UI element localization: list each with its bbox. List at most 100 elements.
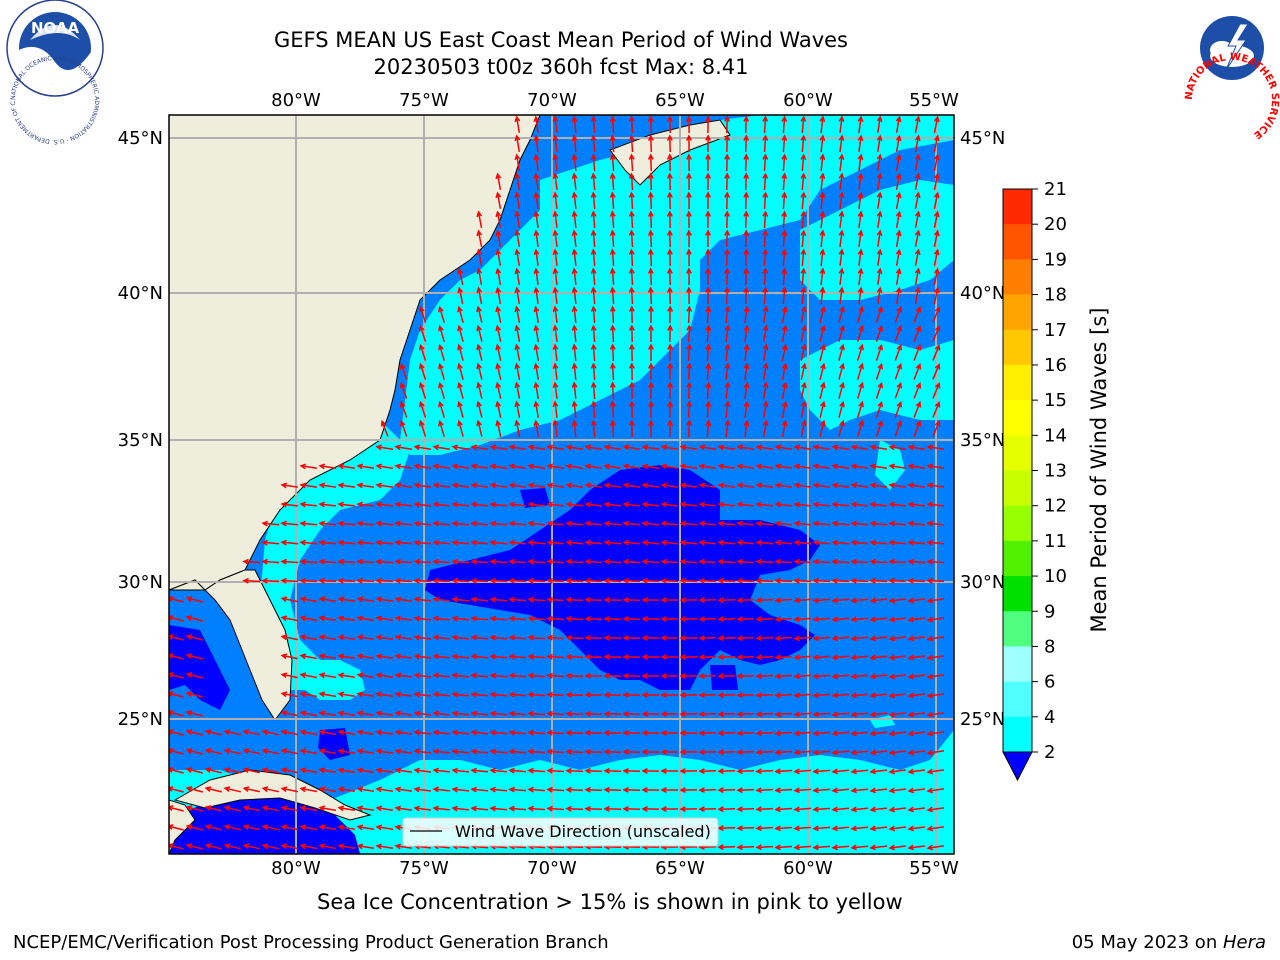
direction-arrow-head: [660, 558, 667, 565]
direction-arrow-head: [660, 730, 667, 736]
direction-arrow-head: [185, 729, 193, 735]
direction-arrow-head: [280, 577, 287, 584]
direction-arrow: [909, 731, 925, 735]
direction-arrow: [509, 655, 527, 659]
direction-arrow: [490, 750, 508, 754]
direction-arrow: [509, 693, 527, 697]
direction-arrow: [775, 617, 793, 621]
direction-arrow: [357, 787, 375, 793]
direction-arrow: [300, 597, 318, 603]
direction-arrow-head: [356, 463, 364, 470]
direction-arrow-head: [514, 362, 521, 370]
direction-arrow-head: [933, 172, 940, 180]
direction-arrow-head: [204, 748, 212, 754]
direction-arrow: [762, 344, 768, 362]
direction-arrow-head: [698, 635, 705, 641]
direction-arrow-head: [838, 267, 845, 275]
direction-arrow-head: [571, 172, 578, 179]
direction-arrow-head: [533, 343, 540, 351]
direction-arrow: [415, 807, 431, 811]
direction-arrow: [471, 731, 489, 735]
direction-arrow-head: [527, 748, 534, 755]
direction-arrow: [585, 712, 603, 716]
direction-arrow-head: [876, 286, 883, 294]
direction-arrow: [851, 769, 869, 773]
direction-arrow-head: [280, 596, 288, 603]
direction-arrow: [206, 768, 222, 774]
direction-arrow: [909, 693, 925, 697]
direction-arrow-head: [869, 463, 877, 470]
direction-arrow-head: [514, 324, 521, 332]
direction-arrow-head: [641, 673, 648, 679]
direction-arrow-head: [280, 501, 287, 508]
direction-arrow-head: [280, 729, 288, 736]
direction-arrow: [699, 522, 717, 526]
direction-arrow-head: [337, 520, 344, 527]
direction-arrow: [300, 465, 318, 469]
direction-arrow: [725, 306, 729, 324]
direction-arrow-head: [641, 616, 648, 622]
direction-arrow: [528, 807, 546, 811]
direction-arrow-head: [394, 539, 401, 546]
direction-arrow-head: [686, 191, 692, 198]
direction-arrow: [914, 287, 920, 305]
direction-arrow-head: [318, 520, 325, 527]
direction-arrow-head: [641, 577, 648, 584]
direction-arrow: [775, 769, 793, 773]
direction-arrow: [452, 807, 470, 811]
direction-arrow-head: [584, 634, 591, 641]
direction-arrow-head: [819, 172, 826, 179]
direction-arrow-head: [762, 115, 769, 122]
direction-arrow-head: [914, 134, 921, 142]
direction-arrow: [452, 731, 470, 735]
direction-arrow: [744, 401, 748, 419]
direction-arrow-head: [571, 115, 578, 122]
direction-arrow: [744, 230, 748, 248]
direction-arrow: [376, 579, 394, 583]
direction-arrow: [414, 579, 432, 583]
direction-arrow: [794, 655, 812, 659]
direction-arrow: [206, 787, 222, 793]
direction-arrow: [338, 654, 356, 660]
direction-arrow: [419, 421, 427, 437]
direction-arrow: [775, 445, 793, 451]
direction-arrow: [832, 769, 850, 773]
direction-arrow-head: [185, 748, 193, 754]
direction-arrow-head: [698, 482, 706, 489]
direction-arrow: [642, 465, 660, 469]
direction-arrow-head: [934, 306, 941, 313]
direction-arrow: [585, 522, 603, 526]
direction-arrow-head: [933, 210, 940, 218]
direction-arrow-head: [571, 267, 578, 274]
direction-arrow: [756, 484, 774, 488]
direction-arrow-head: [831, 768, 838, 775]
direction-arrow-head: [641, 501, 648, 508]
direction-arrow-head: [907, 692, 915, 699]
direction-arrow-head: [508, 672, 515, 679]
direction-arrow-head: [838, 229, 845, 237]
direction-arrow-head: [717, 539, 724, 546]
direction-arrow: [592, 420, 596, 438]
direction-arrow: [376, 845, 394, 849]
direction-arrow-head: [850, 577, 857, 584]
direction-arrow-head: [705, 248, 711, 255]
direction-arrow-head: [705, 267, 711, 274]
direction-arrow-head: [356, 482, 364, 489]
direction-arrow: [775, 845, 793, 849]
direction-arrow: [528, 712, 546, 716]
direction-arrow: [376, 598, 394, 602]
direction-arrow: [908, 484, 926, 488]
direction-arrow: [927, 731, 945, 735]
direction-arrow-head: [774, 711, 781, 718]
direction-arrow-head: [724, 286, 731, 293]
direction-arrow: [477, 211, 483, 229]
direction-arrow: [554, 117, 558, 133]
direction-arrow-head: [280, 672, 288, 679]
direction-arrow-head: [622, 730, 629, 736]
direction-arrow: [744, 363, 748, 381]
direction-arrow: [566, 522, 584, 526]
direction-arrow-head: [451, 748, 458, 755]
direction-arrow-head: [603, 463, 611, 470]
direction-arrow: [927, 845, 945, 849]
direction-arrow: [611, 173, 615, 191]
